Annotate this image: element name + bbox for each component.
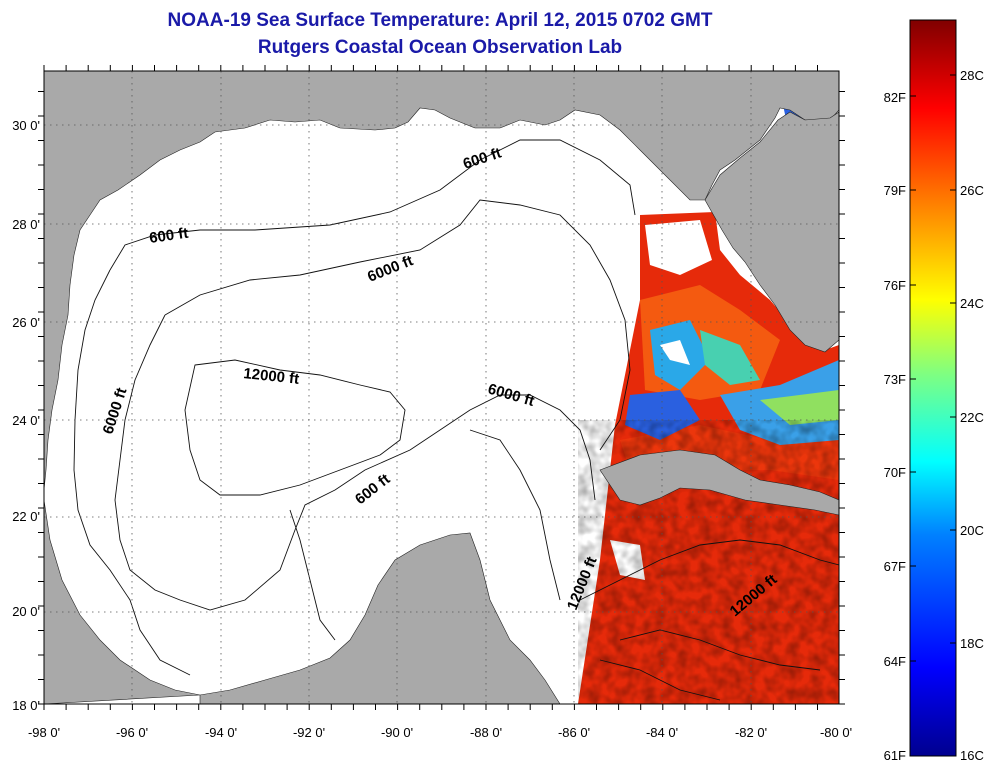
colorbar-label-c: 20C: [960, 523, 984, 538]
contour-label: 600 ft: [148, 225, 189, 247]
map-title: NOAA-19 Sea Surface Temperature: April 1…: [167, 10, 713, 31]
colorbar-label-f: 67F: [884, 559, 906, 574]
bathymetry-contours: [73, 139, 839, 701]
colorbar-label-f: 61F: [884, 748, 906, 763]
lon-tick-label: -88 0': [470, 725, 502, 740]
colorbar-label-f: 79F: [884, 183, 906, 198]
colorbar-label-c: 22C: [960, 410, 984, 425]
lon-tick-label: -94 0': [205, 725, 237, 740]
colorbar-fahrenheit-labels: 82F 79F 76F 73F 70F 67F 64F 61F: [884, 90, 906, 763]
lon-tick-label: -82 0': [735, 725, 767, 740]
colorbar-label-f: 76F: [884, 278, 906, 293]
colorbar-celsius-labels: 28C 26C 24C 22C 20C 18C 16C: [960, 68, 984, 763]
lon-tick-label: -98 0': [28, 725, 60, 740]
graticule: [44, 71, 839, 704]
axis-ticks: [38, 65, 845, 710]
lat-tick-label: 24 0': [12, 413, 40, 428]
colorbar-label-c: 24C: [960, 296, 984, 311]
colorbar-ticks: [910, 74, 956, 662]
lon-tick-label: -92 0': [293, 725, 325, 740]
colorbar-label-c: 26C: [960, 183, 984, 198]
longitude-labels: -98 0' -96 0' -94 0' -92 0' -90 0' -88 0…: [28, 725, 852, 740]
lon-tick-label: -84 0': [646, 725, 678, 740]
colorbar-gradient: [909, 19, 957, 757]
lat-tick-label: 20 0': [12, 604, 40, 619]
lat-tick-label: 26 0': [12, 315, 40, 330]
lat-tick-label: 30 0': [12, 118, 40, 133]
land: [44, 71, 839, 704]
colorbar-label-c: 18C: [960, 636, 984, 651]
lat-tick-label: 28 0': [12, 217, 40, 232]
latitude-labels: 30 0' 28 0' 26 0' 24 0' 22 0' 20 0' 18 0…: [12, 118, 40, 713]
colorbar-label-f: 64F: [884, 654, 906, 669]
lat-tick-label: 18 0': [12, 698, 40, 713]
contour-label: 12000 ft: [243, 365, 300, 388]
lon-tick-label: -96 0': [116, 725, 148, 740]
colorbar-label-f: 70F: [884, 465, 906, 480]
colorbar-label-c: 28C: [960, 68, 984, 83]
colorbar-label-f: 82F: [884, 90, 906, 105]
lon-tick-label: -80 0': [820, 725, 852, 740]
colorbar-label-f: 73F: [884, 372, 906, 387]
lon-tick-label: -90 0': [381, 725, 413, 740]
map-subtitle: Rutgers Coastal Ocean Observation Lab: [257, 37, 623, 58]
colorbar-label-c: 16C: [960, 748, 984, 763]
lat-tick-label: 22 0': [12, 509, 40, 524]
lon-tick-label: -86 0': [558, 725, 590, 740]
